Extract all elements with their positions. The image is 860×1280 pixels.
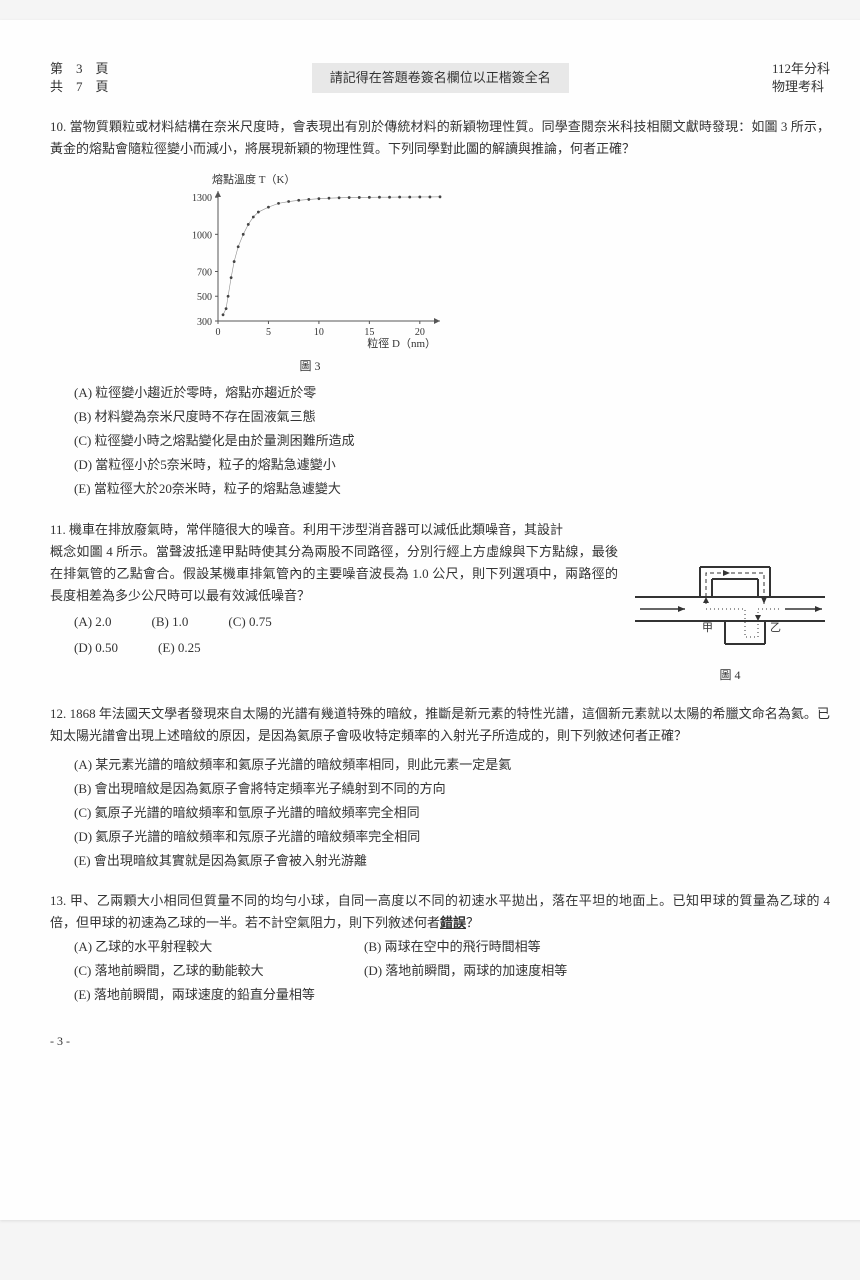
q13-row3: (E) 落地前瞬間，兩球速度的鉛直分量相等 bbox=[74, 984, 830, 1006]
q12-options: (A) 某元素光譜的暗紋頻率和氦原子光譜的暗紋頻率相同，則此元素一定是氦 (B)… bbox=[74, 754, 830, 872]
muffler-diagram: 甲乙 bbox=[630, 549, 830, 659]
q11-body: 概念如圖 4 所示。當聲波抵達甲點時使其分為兩股不同路徑，分別行經上方虛線與下方… bbox=[50, 541, 630, 659]
q12-opt-c: (C) 氦原子光譜的暗紋頻率和氫原子光譜的暗紋頻率完全相同 bbox=[74, 802, 830, 824]
exam-info: 112年分科 物理考科 bbox=[772, 60, 830, 96]
q10-opt-a: (A) 粒徑變小趨近於零時，熔點亦趨近於零 bbox=[74, 382, 830, 404]
page-num: 第 3 頁 bbox=[50, 60, 109, 78]
figure-3-chart: 熔點溫度 T（K）1300 1000 700 500 300 0 5 10 15 20粒徑 D（n… bbox=[170, 171, 450, 376]
question-13: 13. 甲、乙兩顆大小相同但質量不同的均勻小球，自同一高度以不同的初速水平拋出，… bbox=[50, 890, 830, 1006]
exam-year: 112年分科 bbox=[772, 60, 830, 78]
svg-text:1300: 1300 bbox=[192, 193, 212, 204]
q13-bold: 錯誤 bbox=[440, 915, 466, 930]
q13-opt-e: (E) 落地前瞬間，兩球速度的鉛直分量相等 bbox=[74, 984, 364, 1006]
svg-text:10: 10 bbox=[314, 327, 324, 338]
svg-text:乙: 乙 bbox=[770, 621, 781, 634]
svg-text:700: 700 bbox=[197, 267, 212, 278]
question-12: 12. 1868 年法國天文學者發現來自太陽的光譜有幾道特殊的暗紋，推斷是新元素… bbox=[50, 703, 830, 872]
q10-opt-b: (B) 材料變為奈米尺度時不存在固液氣三態 bbox=[74, 406, 830, 428]
q10-options: (A) 粒徑變小趨近於零時，熔點亦趨近於零 (B) 材料變為奈米尺度時不存在固液… bbox=[74, 382, 830, 500]
melting-point-chart: 熔點溫度 T（K）1300 1000 700 500 300 0 5 10 15 20粒徑 D（n… bbox=[170, 171, 450, 351]
q11-options-row2: (D) 0.50 (E) 0.25 bbox=[74, 637, 618, 659]
q13-number: 13. bbox=[50, 893, 66, 908]
q12-opt-b: (B) 會出現暗紋是因為氦原子會將特定頻率光子繞射到不同的方向 bbox=[74, 778, 830, 800]
svg-text:15: 15 bbox=[364, 327, 374, 338]
svg-text:500: 500 bbox=[197, 292, 212, 303]
q11-body-wrap: 概念如圖 4 所示。當聲波抵達甲點時使其分為兩股不同路徑，分別行經上方虛線與下方… bbox=[50, 541, 830, 686]
page-total: 共 7 頁 bbox=[50, 78, 109, 96]
svg-text:20: 20 bbox=[415, 327, 425, 338]
q13-row1: (A) 乙球的水平射程較大 (B) 兩球在空中的飛行時間相等 bbox=[74, 936, 830, 958]
q11-opt-b: (B) 1.0 bbox=[152, 611, 189, 633]
svg-text:1000: 1000 bbox=[192, 230, 212, 241]
page-header: 第 3 頁 共 7 頁 請記得在答題卷簽名欄位以正楷簽全名 112年分科 物理考… bbox=[50, 60, 830, 96]
figure-3-caption: 圖 3 bbox=[170, 356, 450, 376]
question-10: 10. 當物質顆粒或材料結構在奈米尺度時，會表現出有別於傳統材料的新穎物理性質。… bbox=[50, 116, 830, 500]
q11-opt-c: (C) 0.75 bbox=[228, 611, 271, 633]
q11-options-row1: (A) 2.0 (B) 1.0 (C) 0.75 bbox=[74, 611, 618, 633]
q12-opt-a: (A) 某元素光譜的暗紋頻率和氦原子光譜的暗紋頻率相同，則此元素一定是氦 bbox=[74, 754, 830, 776]
q13-opt-d: (D) 落地前瞬間，兩球的加速度相等 bbox=[364, 960, 567, 982]
q11-number: 11. bbox=[50, 522, 66, 537]
q10-opt-d: (D) 當粒徑小於5奈米時，粒子的熔點急遽變小 bbox=[74, 454, 830, 476]
signature-reminder: 請記得在答題卷簽名欄位以正楷簽全名 bbox=[312, 63, 569, 93]
q13-row2: (C) 落地前瞬間，乙球的動能較大 (D) 落地前瞬間，兩球的加速度相等 bbox=[74, 960, 830, 982]
q12-opt-d: (D) 氦原子光譜的暗紋頻率和氖原子光譜的暗紋頻率完全相同 bbox=[74, 826, 830, 848]
q11-text-body: 概念如圖 4 所示。當聲波抵達甲點時使其分為兩股不同路徑，分別行經上方虛線與下方… bbox=[50, 544, 618, 603]
q13-opt-a: (A) 乙球的水平射程較大 bbox=[74, 936, 364, 958]
question-11: 11. 機車在排放廢氣時，常伴隨很大的噪音。利用干涉型消音器可以減低此類噪音，其… bbox=[50, 519, 830, 686]
svg-text:300: 300 bbox=[197, 317, 212, 328]
q13-opt-c: (C) 落地前瞬間，乙球的動能較大 bbox=[74, 960, 364, 982]
q11-text-head: 機車在排放廢氣時，常伴隨很大的噪音。利用干涉型消音器可以減低此類噪音，其設計 bbox=[69, 522, 563, 537]
q13-opt-b: (B) 兩球在空中的飛行時間相等 bbox=[364, 936, 541, 958]
q12-number: 12. bbox=[50, 706, 66, 721]
page-footer: - 3 - bbox=[50, 1031, 830, 1051]
svg-text:0: 0 bbox=[216, 327, 221, 338]
q10-opt-e: (E) 當粒徑大於20奈米時，粒子的熔點急遽變大 bbox=[74, 478, 830, 500]
page-counter: 第 3 頁 共 7 頁 bbox=[50, 60, 109, 96]
q13-text-2: ？ bbox=[466, 915, 479, 930]
q11-opt-a: (A) 2.0 bbox=[74, 611, 112, 633]
svg-text:5: 5 bbox=[266, 327, 271, 338]
q12-text: 1868 年法國天文學者發現來自太陽的光譜有幾道特殊的暗紋，推斷是新元素的特性光… bbox=[50, 706, 830, 743]
q11-opt-d: (D) 0.50 bbox=[74, 637, 118, 659]
svg-text:甲: 甲 bbox=[702, 622, 713, 634]
figure-4-caption: 圖 4 bbox=[630, 665, 830, 685]
exam-subject: 物理考科 bbox=[772, 78, 830, 96]
q10-opt-c: (C) 粒徑變小時之熔點變化是由於量測困難所造成 bbox=[74, 430, 830, 452]
q11-opt-e: (E) 0.25 bbox=[158, 637, 201, 659]
figure-4: 甲乙 圖 4 bbox=[630, 549, 830, 686]
svg-text:熔點溫度 T（K）: 熔點溫度 T（K） bbox=[212, 172, 295, 186]
q10-number: 10. bbox=[50, 119, 66, 134]
q12-opt-e: (E) 會出現暗紋其實就是因為氦原子會被入射光游離 bbox=[74, 850, 830, 872]
svg-text:粒徑 D（nm）: 粒徑 D（nm） bbox=[367, 336, 436, 350]
exam-page: 第 3 頁 共 7 頁 請記得在答題卷簽名欄位以正楷簽全名 112年分科 物理考… bbox=[0, 20, 860, 1220]
q10-text: 當物質顆粒或材料結構在奈米尺度時，會表現出有別於傳統材料的新穎物理性質。同學查閱… bbox=[50, 119, 830, 156]
